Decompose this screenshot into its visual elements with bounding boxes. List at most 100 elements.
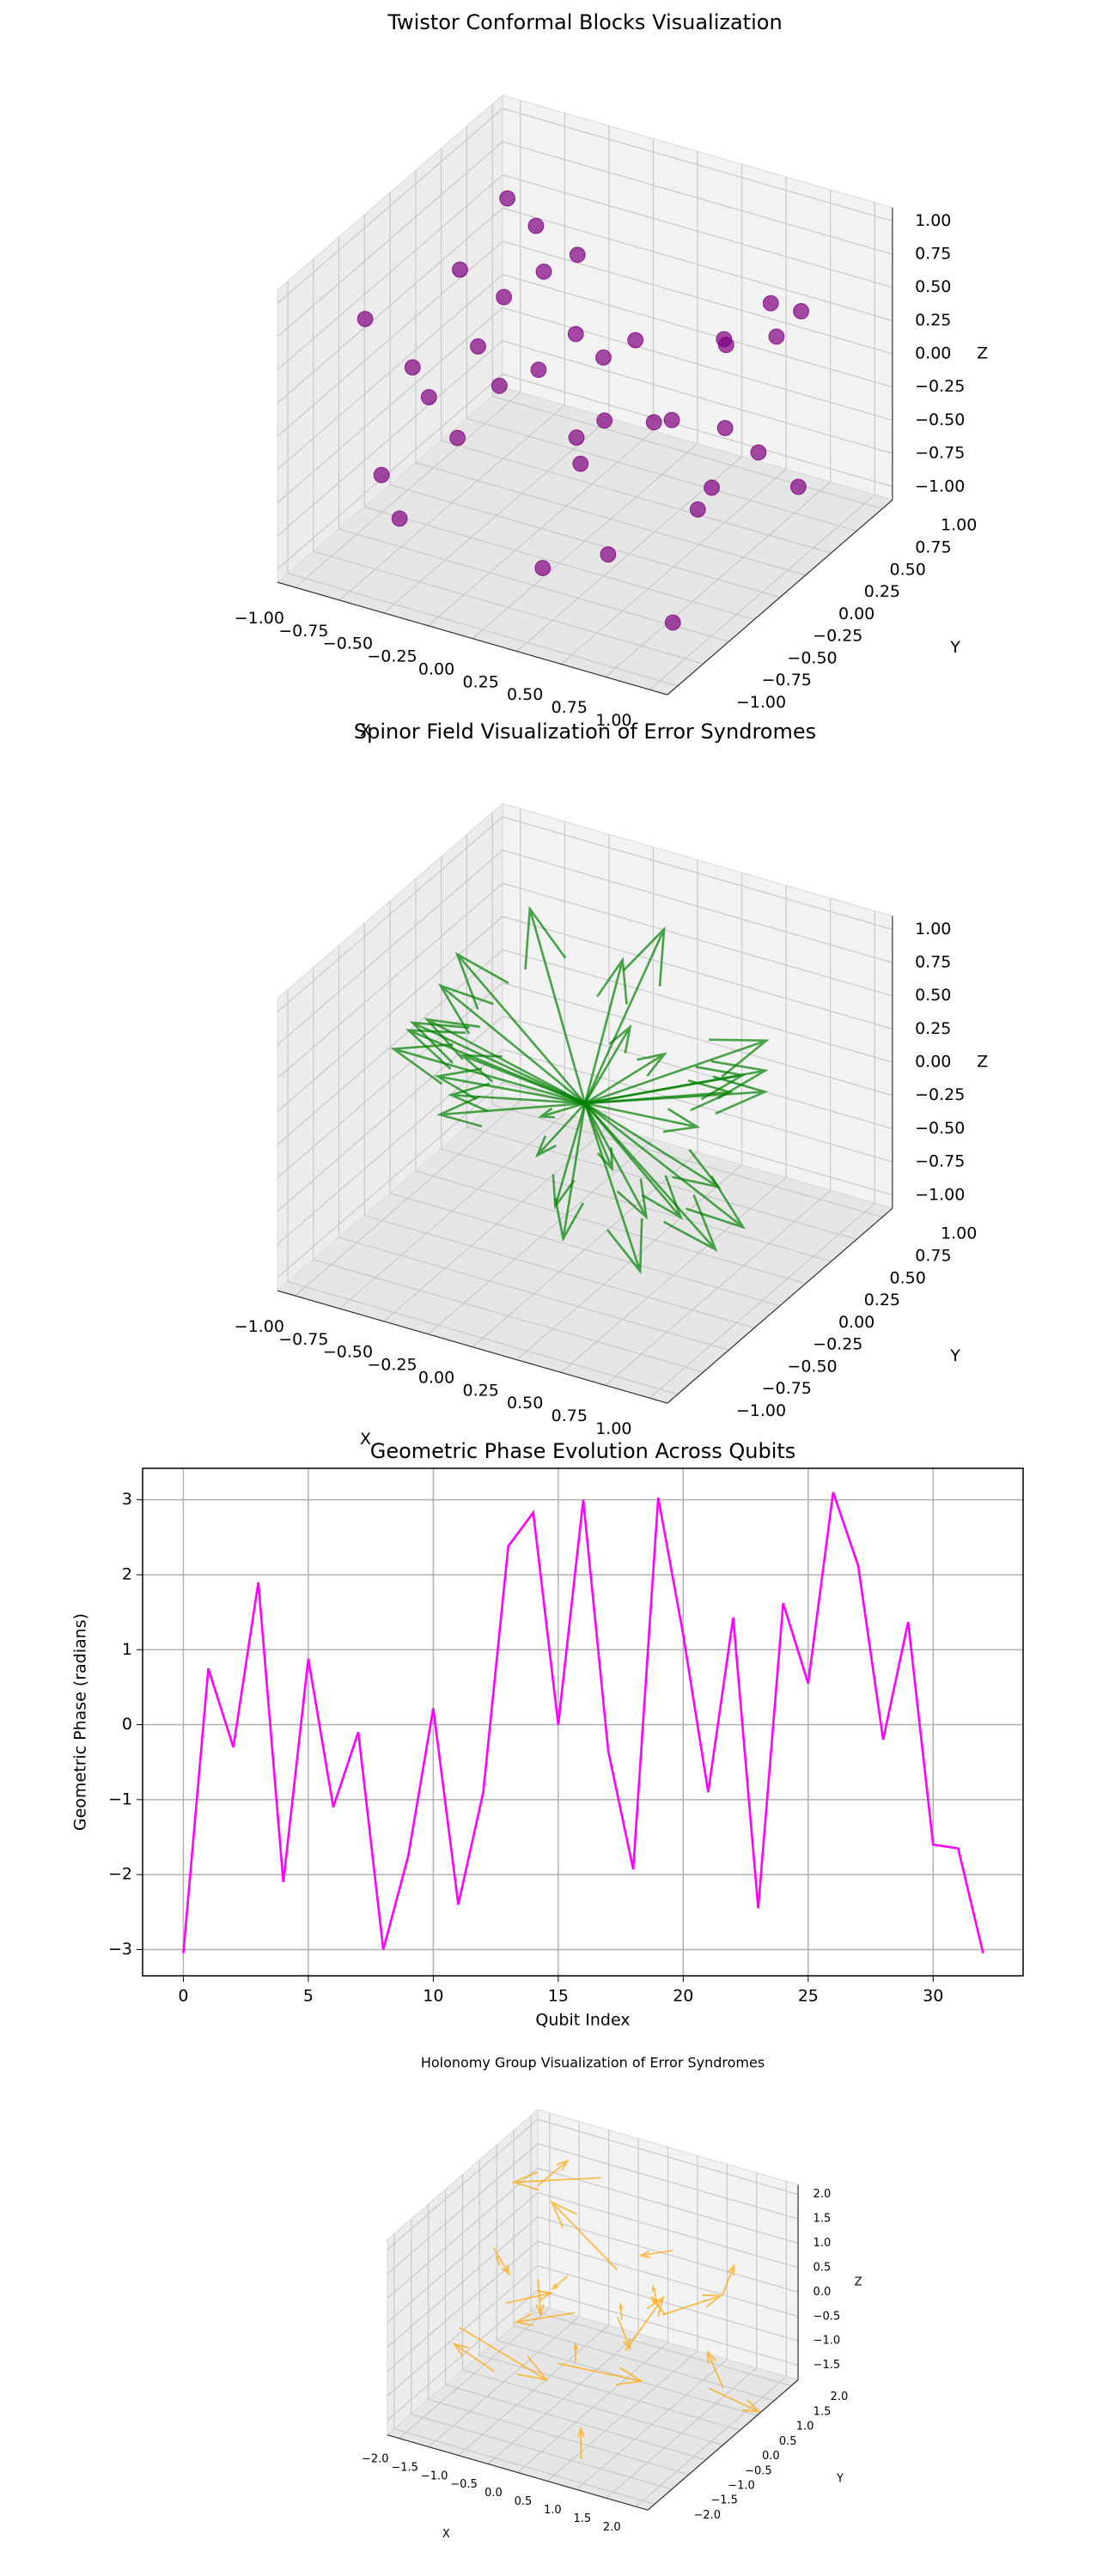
grid-line [537, 2191, 799, 2269]
y-tick-label: −0.5 [745, 2464, 772, 2477]
y-tick-label: −1 [108, 1789, 132, 1808]
grid-line [502, 849, 893, 963]
grid-line [277, 207, 503, 404]
grid-line [502, 1048, 893, 1163]
point [535, 263, 552, 280]
z-tick-label: 0.5 [814, 2261, 832, 2274]
x-tick-label: 1.5 [573, 2512, 591, 2525]
arrow [576, 2426, 585, 2460]
x-tick-label: 0.75 [552, 1406, 588, 1425]
grid-line [502, 816, 893, 930]
grid-line [277, 816, 503, 1012]
grid-line [492, 1103, 883, 1218]
y-tick-label: 0.0 [762, 2450, 780, 2463]
z-tick-label: −1.00 [915, 1185, 965, 1204]
arrow [535, 2279, 545, 2318]
point [645, 414, 662, 431]
grid-line [502, 307, 893, 421]
z-tick-label: −1.0 [814, 2335, 841, 2348]
z-tick-label: −0.25 [915, 1085, 965, 1104]
arrow [492, 2246, 510, 2276]
z-tick-label: −0.50 [915, 1119, 965, 1138]
x-tick-label: −0.5 [450, 2478, 478, 2491]
x-tick-label: −0.25 [367, 647, 417, 666]
x-tick-label: 1.00 [595, 711, 631, 730]
point [664, 614, 681, 631]
y-tick-label: 1 [122, 1640, 132, 1659]
point [768, 328, 785, 345]
grid-line [364, 1214, 755, 1329]
arrow [583, 1103, 643, 1275]
grid-line [387, 2240, 539, 2372]
z-tick-label: 0.50 [915, 986, 951, 1005]
y-axis-label: Y [836, 2472, 844, 2485]
grid-line [502, 274, 893, 388]
x-tick-label: −0.50 [323, 635, 373, 653]
grid-line [502, 949, 893, 1063]
chart-title: Holonomy Group Visualization of Error Sy… [421, 2055, 765, 2071]
y-tick-label: 2 [122, 1564, 132, 1583]
arrow [708, 2387, 762, 2413]
arrow [552, 1103, 587, 1210]
x-tick-label: 0.5 [515, 2495, 533, 2508]
x-tick-label: 0.75 [552, 698, 588, 717]
point [527, 217, 545, 234]
y-tick-label: −0.75 [762, 671, 812, 690]
grid-line [537, 2167, 799, 2245]
y-tick-label: −0.50 [787, 1357, 837, 1376]
arrow [505, 2290, 554, 2305]
point [716, 420, 734, 436]
point [568, 429, 585, 446]
grid-line [277, 982, 503, 1179]
grid-line [466, 1126, 857, 1240]
z-tick-label: 0.00 [915, 344, 951, 363]
grid-line [387, 2265, 539, 2397]
arrow [459, 2326, 549, 2381]
arrow [583, 957, 628, 1104]
arrow [584, 1102, 747, 1230]
point [404, 359, 421, 376]
x-tick-label: 15 [548, 1987, 569, 2006]
x-tick-label: 0.50 [507, 685, 543, 704]
x-axis-line [277, 581, 668, 696]
y-tick-label: 0.00 [838, 1313, 874, 1332]
point [567, 325, 584, 343]
arrow [722, 2263, 735, 2296]
plot-frame [142, 1467, 1024, 1977]
grid-line [537, 2143, 799, 2220]
point [689, 501, 706, 518]
y-axis-line [647, 2379, 799, 2511]
z-tick-label: −0.25 [915, 377, 965, 396]
grid-line [389, 484, 781, 598]
arrow [650, 2295, 666, 2316]
grid-line [502, 915, 893, 1030]
grid-line [462, 2369, 723, 2445]
grid-line [277, 883, 503, 1079]
grid-line [492, 395, 883, 510]
chart-title: Geometric Phase Evolution Across Qubits [370, 1439, 796, 1463]
arrow [584, 1060, 769, 1105]
arrow [584, 1102, 701, 1133]
arrow [584, 1102, 722, 1189]
arrow [514, 2312, 576, 2327]
x-tick-label: 1.00 [595, 1419, 631, 1438]
y-tick-label: 3 [122, 1490, 132, 1509]
y-axis-label: Geometric Phase (radians) [71, 1613, 90, 1831]
y-tick-label: 1.00 [941, 1224, 977, 1243]
grid-line [441, 1148, 832, 1262]
arrow [538, 1102, 586, 1119]
y-axis-label: Y [949, 638, 960, 657]
y-tick-label: 0.25 [864, 1291, 900, 1309]
x-tick-label: 20 [673, 1987, 693, 2006]
y-tick-label: 2.0 [831, 2391, 849, 2403]
grid-line [277, 374, 503, 570]
z-tick-label: −1.5 [814, 2359, 841, 2372]
y-tick-label: 0.00 [838, 605, 874, 623]
y-tick-label: −1.5 [710, 2494, 738, 2507]
z-tick-label: 0.75 [915, 953, 951, 972]
grid-line [387, 2143, 539, 2275]
y-tick-label: 0.50 [890, 560, 926, 579]
grid-line [441, 440, 832, 554]
y-tick-label: −2.0 [693, 2509, 721, 2522]
